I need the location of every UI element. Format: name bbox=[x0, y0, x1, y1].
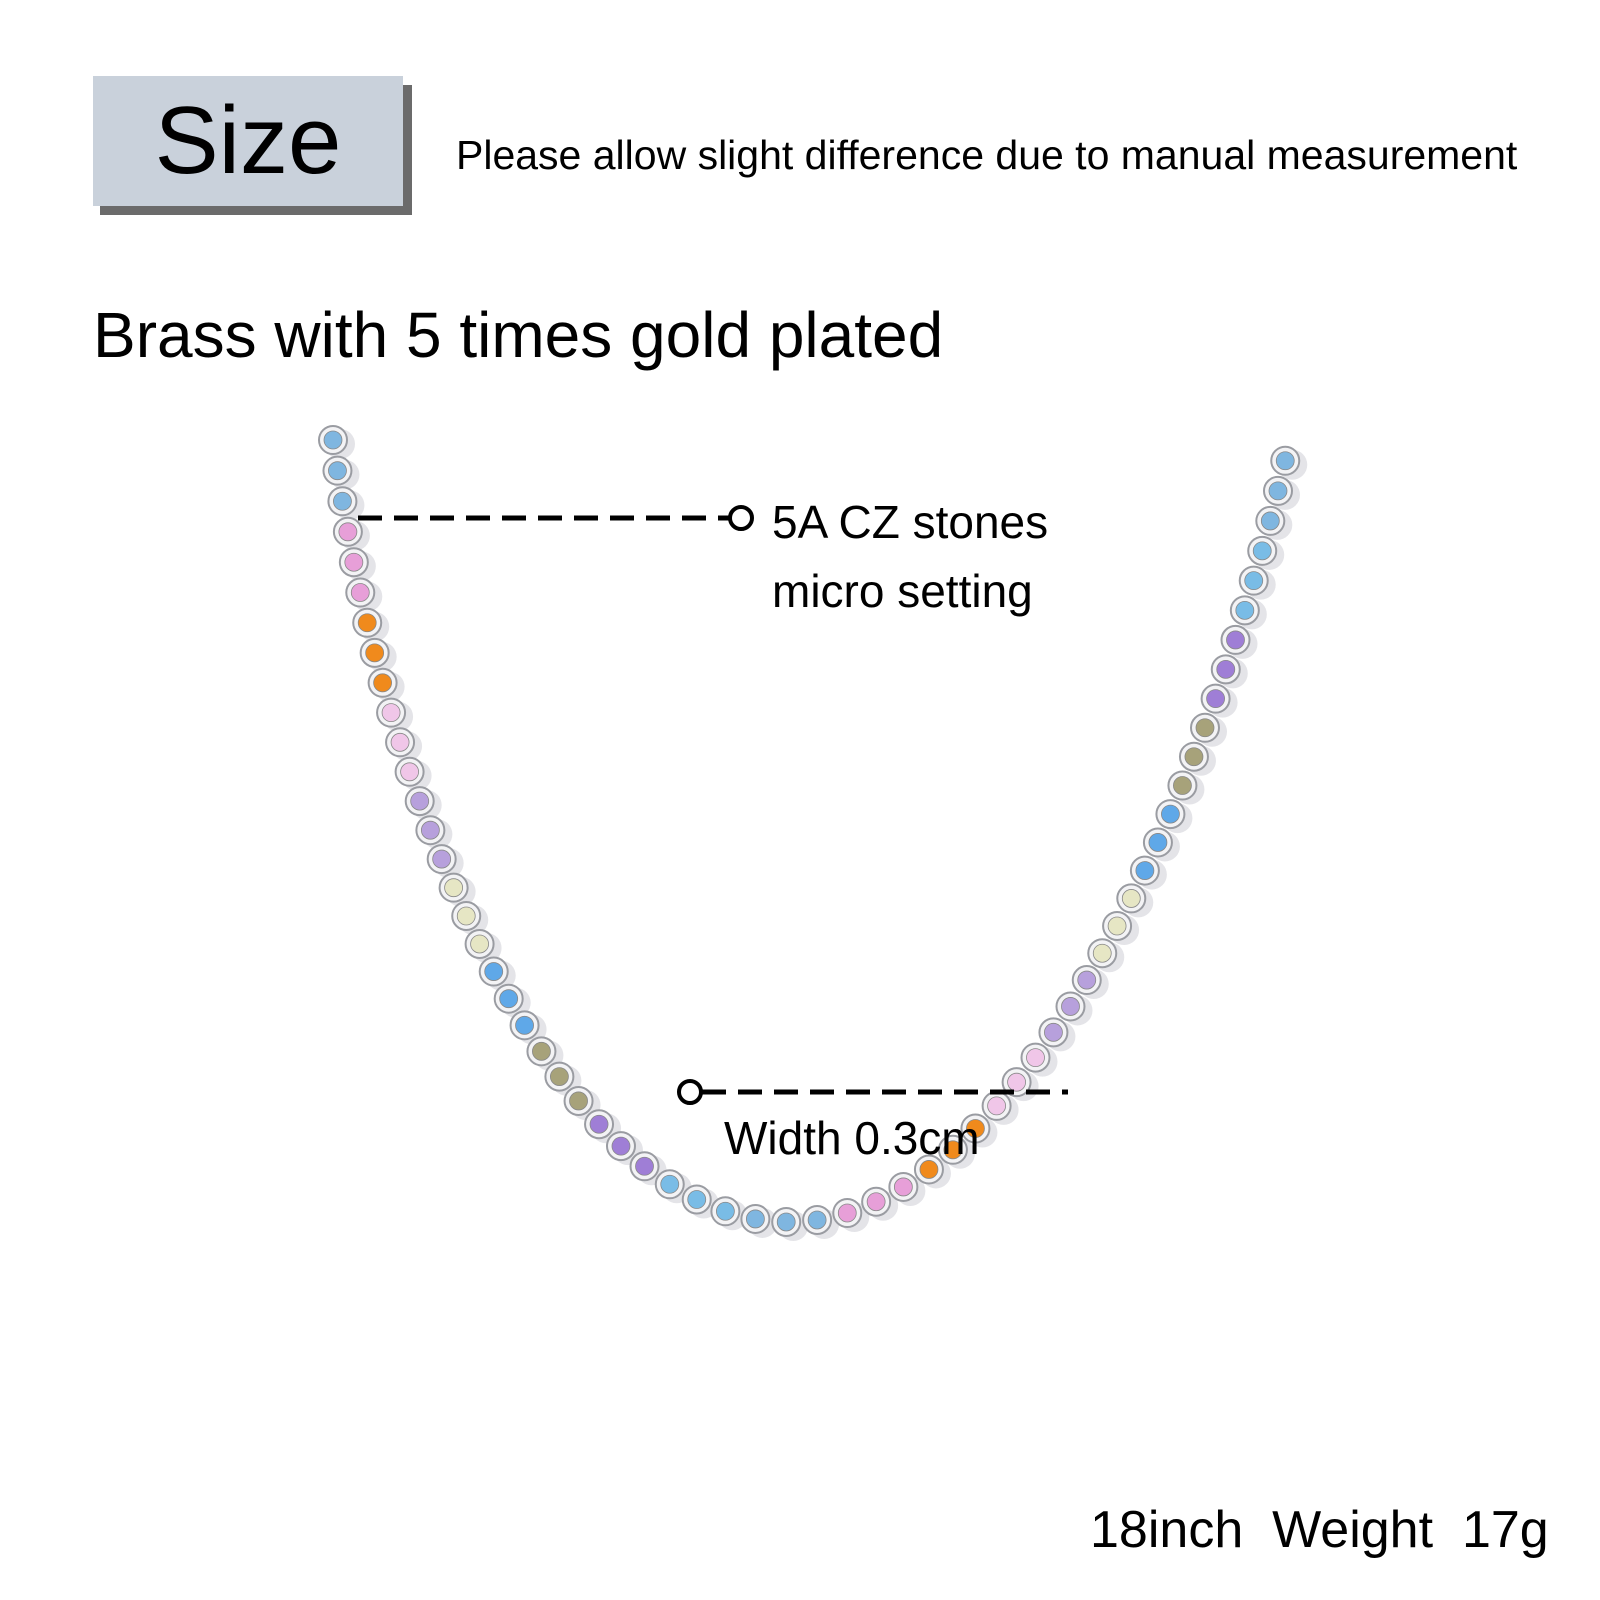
weight-label: Weight bbox=[1272, 1501, 1434, 1559]
cz-stone bbox=[1268, 481, 1288, 501]
cz-stone bbox=[344, 552, 364, 572]
footer-specs: 18inch Weight 17g bbox=[1090, 1500, 1549, 1560]
cz-stone bbox=[1235, 600, 1255, 620]
cz-stone bbox=[776, 1212, 796, 1232]
cz-stone bbox=[1244, 571, 1264, 591]
cz-stone bbox=[1173, 776, 1192, 795]
cz-stone bbox=[866, 1192, 886, 1212]
cz-stone bbox=[1206, 689, 1226, 709]
stones-callout-label: 5A CZ stones micro setting bbox=[772, 488, 1048, 626]
cz-stone bbox=[470, 934, 489, 954]
cz-stone bbox=[1260, 511, 1280, 531]
cz-stone bbox=[484, 962, 504, 981]
cz-stone bbox=[1107, 916, 1127, 936]
cz-stone bbox=[611, 1136, 631, 1156]
cz-stone bbox=[444, 878, 464, 898]
cz-stone bbox=[323, 430, 343, 450]
cz-stone bbox=[589, 1114, 609, 1134]
stones-callout-line2: micro setting bbox=[772, 565, 1033, 617]
cz-stone bbox=[1216, 659, 1236, 679]
cz-stone bbox=[893, 1177, 913, 1197]
cz-stone bbox=[456, 906, 476, 926]
cz-stone bbox=[919, 1160, 939, 1179]
cz-stone bbox=[1275, 451, 1295, 471]
material-description: Brass with 5 times gold plated bbox=[93, 299, 944, 371]
cz-stone bbox=[987, 1096, 1007, 1116]
cz-stone bbox=[1044, 1022, 1063, 1042]
cz-stone bbox=[333, 491, 352, 511]
cz-stone bbox=[1026, 1048, 1045, 1068]
cz-stone bbox=[569, 1091, 588, 1111]
cz-stone bbox=[410, 791, 430, 811]
cz-stone bbox=[687, 1190, 707, 1209]
width-callout-label: Width 0.3cm bbox=[724, 1112, 980, 1164]
cz-stone bbox=[1092, 943, 1112, 963]
cz-stone bbox=[635, 1156, 654, 1176]
stones-callout-line bbox=[358, 505, 754, 531]
cz-stone bbox=[400, 762, 419, 782]
size-label-text: Size bbox=[154, 87, 342, 194]
cz-stone bbox=[499, 989, 519, 1009]
cz-stone bbox=[1007, 1072, 1026, 1092]
cz-stone bbox=[350, 583, 370, 602]
cz-stone bbox=[1195, 718, 1215, 738]
weight-value: 17g bbox=[1461, 1501, 1549, 1559]
cz-stone bbox=[1135, 861, 1155, 880]
cz-stone bbox=[807, 1210, 827, 1230]
cz-stone bbox=[966, 1119, 985, 1138]
cz-stone bbox=[660, 1174, 680, 1194]
stones-callout-line1: 5A CZ stones bbox=[772, 496, 1049, 548]
cz-stone bbox=[373, 673, 393, 693]
cz-stone bbox=[390, 732, 410, 752]
cz-stone bbox=[381, 703, 401, 723]
size-label: Size bbox=[93, 76, 403, 206]
cz-stone bbox=[532, 1041, 551, 1061]
cz-stone bbox=[1061, 997, 1080, 1016]
cz-stone bbox=[745, 1209, 765, 1229]
cz-stone bbox=[837, 1203, 857, 1223]
cz-stone bbox=[1161, 804, 1180, 824]
cz-stone bbox=[1077, 970, 1097, 990]
cz-stone bbox=[1121, 889, 1141, 908]
cz-stone bbox=[515, 1015, 534, 1035]
cz-stone bbox=[338, 522, 358, 542]
cz-stone bbox=[328, 461, 347, 481]
length-value: 18inch bbox=[1090, 1501, 1244, 1559]
measurement-note: Please allow slight difference due to ma… bbox=[456, 132, 1518, 178]
cz-stone bbox=[365, 643, 385, 663]
cz-stone bbox=[1252, 541, 1272, 561]
cz-stone bbox=[357, 613, 377, 633]
cz-stone bbox=[1148, 833, 1168, 852]
cz-stone bbox=[943, 1140, 963, 1160]
cz-stone bbox=[549, 1067, 569, 1086]
cz-stone bbox=[420, 820, 440, 840]
width-callout-line bbox=[677, 1079, 1068, 1105]
cz-stone bbox=[1226, 630, 1245, 650]
cz-stone bbox=[715, 1201, 735, 1221]
cz-stone bbox=[432, 849, 452, 869]
cz-stone bbox=[1184, 747, 1204, 767]
necklace-stones bbox=[318, 425, 1308, 1241]
